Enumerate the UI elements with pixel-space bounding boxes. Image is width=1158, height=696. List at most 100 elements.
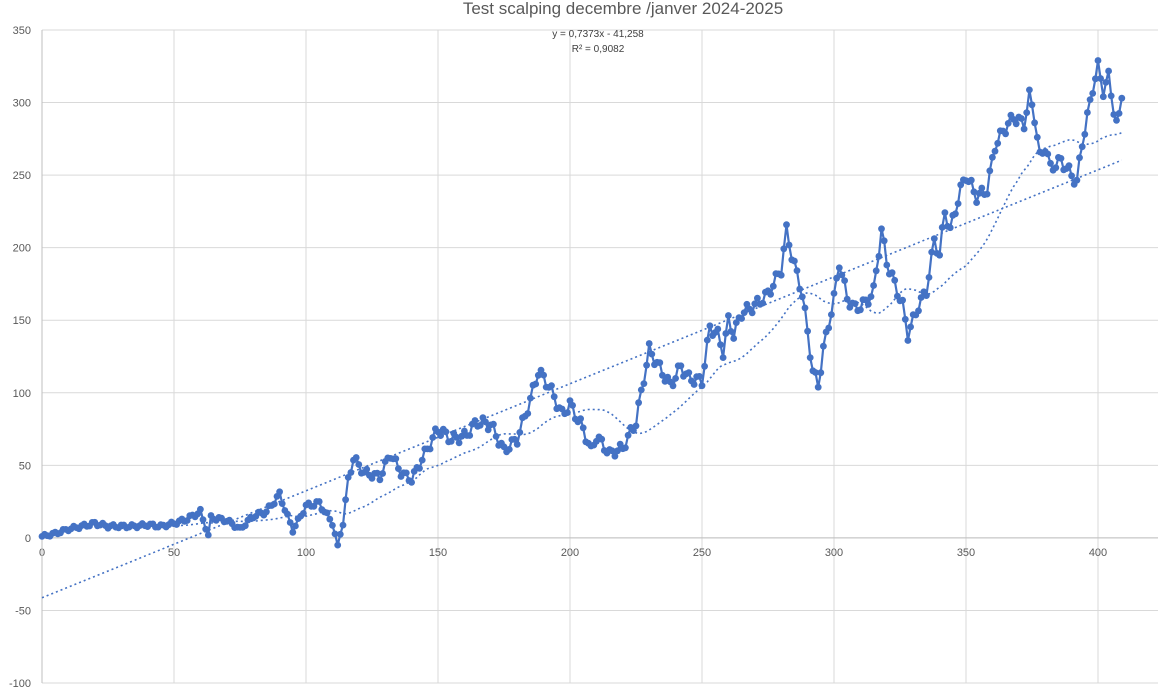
y-axis: -100 -50 0 50 100 150 200 250 300 350 <box>9 25 43 690</box>
data-point <box>326 515 334 523</box>
data-point <box>527 394 534 402</box>
data-point <box>577 415 584 423</box>
x-axis: 050100150200250300350400 <box>39 537 1158 559</box>
data-point <box>458 432 466 440</box>
data-point <box>925 274 933 281</box>
data-point <box>767 290 774 298</box>
data-point <box>780 245 788 253</box>
data-point <box>540 371 547 379</box>
data-point <box>1020 125 1028 133</box>
data-point <box>1068 172 1075 180</box>
y-tick-label: 200 <box>13 243 31 255</box>
x-tick-label: 250 <box>693 547 711 559</box>
data-point <box>352 454 360 461</box>
linear-trendline <box>41 159 1123 599</box>
data-point <box>888 269 896 277</box>
y-tick-label: -50 <box>15 605 31 617</box>
data-point <box>608 447 616 455</box>
data-point <box>392 455 400 463</box>
x-tick-label: 100 <box>297 547 315 559</box>
data-point <box>1118 94 1126 102</box>
data-point <box>197 505 204 513</box>
data-point <box>830 290 838 297</box>
data-point <box>870 282 877 289</box>
data-point <box>300 510 307 517</box>
data-point <box>1031 119 1038 127</box>
data-point <box>347 469 355 476</box>
data-point <box>1004 120 1012 127</box>
data-point <box>1086 96 1094 103</box>
data-point <box>1115 110 1123 117</box>
data-point <box>917 294 925 301</box>
data-point <box>1065 162 1073 170</box>
data-point <box>513 441 521 448</box>
data-point <box>915 307 922 315</box>
x-tick-label: 350 <box>957 547 975 559</box>
data-point <box>835 264 843 272</box>
data-point <box>1026 86 1033 94</box>
data-point <box>202 525 210 533</box>
y-tick-label: -100 <box>9 678 31 690</box>
data-point <box>355 461 363 468</box>
data-point <box>640 380 648 387</box>
data-point <box>872 267 880 275</box>
data-point <box>1002 130 1009 138</box>
data-point <box>991 147 999 155</box>
data-point <box>500 443 508 451</box>
data-point <box>828 311 835 318</box>
data-point <box>759 299 767 307</box>
data-point <box>928 248 936 256</box>
data-point <box>516 429 524 436</box>
data-point <box>286 519 294 526</box>
data-point <box>579 424 587 432</box>
data-point <box>1057 155 1065 162</box>
data-point <box>204 531 212 539</box>
data-point <box>416 464 423 472</box>
data-point <box>841 277 848 284</box>
data-point <box>511 435 518 443</box>
data-point <box>923 292 930 299</box>
data-point <box>484 426 492 434</box>
data-point <box>1097 75 1104 82</box>
data-point <box>748 309 756 317</box>
data-point <box>975 189 983 197</box>
x-tick-label: 300 <box>825 547 843 559</box>
data-point <box>685 369 693 376</box>
data-point <box>941 209 949 217</box>
data-point <box>659 371 666 379</box>
data-point <box>820 342 827 350</box>
data-point <box>550 393 558 401</box>
data-point <box>564 409 571 416</box>
x-tick-label: 150 <box>429 547 447 559</box>
data-point <box>1089 90 1097 97</box>
data-point <box>967 176 975 184</box>
data-point <box>703 336 711 344</box>
data-point <box>1078 143 1086 151</box>
data-point <box>1044 150 1052 158</box>
data-point <box>1107 92 1115 100</box>
data-point <box>323 509 331 517</box>
data-point <box>825 324 833 332</box>
data-point <box>476 422 484 429</box>
y-tick-label: 0 <box>25 533 31 545</box>
data-point <box>548 382 555 389</box>
data-point <box>492 433 500 440</box>
series-line <box>41 59 1123 547</box>
data-point <box>648 350 656 358</box>
data-point <box>395 465 402 472</box>
data-point <box>891 276 899 284</box>
data-point <box>791 257 798 265</box>
data-point <box>429 434 437 441</box>
data-point <box>368 475 376 482</box>
data-point <box>880 237 888 245</box>
data-point <box>727 328 735 335</box>
data-point <box>878 225 885 233</box>
data-point <box>334 541 342 549</box>
trendline-equation: y = 0,7373x - 41,258 <box>552 29 644 40</box>
data-point <box>983 190 991 198</box>
data-point <box>669 382 677 390</box>
data-point <box>722 330 730 337</box>
data-point <box>315 498 323 505</box>
y-tick-label: 150 <box>13 315 31 327</box>
